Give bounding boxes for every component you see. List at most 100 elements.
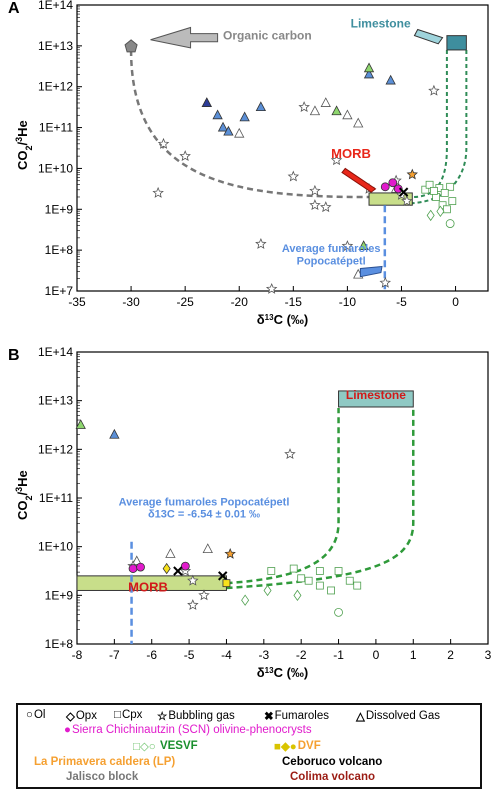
legend-lp: La Primavera caldera (LP) <box>34 756 176 768</box>
data-point <box>152 186 164 198</box>
data-point <box>187 574 199 586</box>
x-tick-label: -8 <box>72 648 83 662</box>
y-tick-label: 1E+13 <box>38 394 73 408</box>
legend-bubbling: ☆ Bubbling gas <box>157 710 235 723</box>
y-tick-label: 1E+9 <box>45 588 74 602</box>
data-point <box>385 74 396 85</box>
morb-label: MORB <box>128 579 168 594</box>
fumaroles-label-2: Popocatépetl <box>297 255 366 267</box>
x-tick-label: -2 <box>296 648 307 662</box>
data-point <box>428 84 440 96</box>
data-point <box>239 111 250 122</box>
data-point <box>201 97 212 107</box>
data-point <box>222 579 231 588</box>
limestone-label: Limestone <box>351 16 411 30</box>
data-point <box>442 205 451 214</box>
x-tick-label: -3 <box>258 648 269 662</box>
y-tick-label: 1E+14 <box>38 0 73 12</box>
x-tick-label: 0 <box>452 295 459 309</box>
x-axis-label: δ13C (‰) <box>257 665 308 680</box>
data-point <box>224 547 236 559</box>
x-tick-label: -35 <box>68 295 86 309</box>
square-icon: □ <box>114 709 121 721</box>
data-point <box>436 205 445 218</box>
data-point <box>180 561 190 571</box>
data-point <box>406 168 418 180</box>
legend-dvf: ■◆● DVF <box>274 740 321 753</box>
data-point <box>217 121 229 132</box>
y-tick-label: 1E+8 <box>45 637 74 651</box>
legend-opx: ◇ Opx <box>66 710 97 723</box>
data-point <box>198 589 210 601</box>
x-tick-label: -5 <box>184 648 195 662</box>
data-point <box>379 276 391 288</box>
data-point <box>330 154 343 166</box>
x-tick-label: -5 <box>396 295 407 309</box>
filled-circle-icon: ● <box>64 724 71 736</box>
limestone-box <box>338 390 414 408</box>
panel-B: B -8 -7 -6 -5 -4 -3 -2 -1 0 1 2 3 1E+8 1E+9 1E+10 1E+11 1… <box>8 345 492 680</box>
data-point <box>363 68 375 79</box>
legend-colima: Colima volcano <box>290 771 375 783</box>
x-icon: ✖ <box>264 711 274 723</box>
data-point <box>320 97 331 107</box>
y-tick-label: 1E+8 <box>45 243 74 257</box>
data-point <box>388 178 398 188</box>
y-tick-label: 1E+13 <box>38 39 73 53</box>
data-point <box>202 543 213 553</box>
y-tick-label: 1E+14 <box>38 345 73 359</box>
legend-vesvf: □◇○ VESVF <box>133 740 198 753</box>
figure: A-35 -30 -25 -20 -15 -10 -5 01E+71E+81E+91E+101… <box>8 0 492 680</box>
data-point <box>309 184 321 196</box>
data-point <box>304 576 313 585</box>
data-point <box>345 576 354 585</box>
x-tick-label: -25 <box>176 295 194 309</box>
x-tick-label: 2 <box>447 648 454 662</box>
data-point <box>223 125 234 136</box>
organic-arrow <box>150 26 219 49</box>
data-point <box>75 419 86 429</box>
legend-fumaroles: ✖ Fumaroles <box>264 710 329 723</box>
fumaroles-label-1: Average fumaroles <box>282 243 381 255</box>
data-point <box>284 448 296 460</box>
data-point <box>440 189 449 197</box>
data-point <box>445 219 455 228</box>
data-point <box>255 237 267 249</box>
y-tick-label: 1E+10 <box>38 540 73 554</box>
morb-label: MORB <box>331 146 371 161</box>
x-tick-label: -7 <box>109 648 120 662</box>
data-point <box>309 105 321 116</box>
organic-label: Organic carbon <box>223 29 312 43</box>
legend-ol: ○ Ol <box>26 709 46 721</box>
data-point <box>187 599 199 610</box>
data-point <box>315 567 324 575</box>
data-point <box>287 170 300 182</box>
data-point <box>353 117 364 128</box>
data-point <box>363 62 375 73</box>
panel-A: A -35 -30 -25 -20 -15 -10 -5 0 1E+7 1E+8 1E+9 1E+10 1… <box>8 0 489 327</box>
dvf-symbols-icon: ■◆● <box>274 741 297 753</box>
data-point <box>448 197 457 206</box>
data-point <box>241 594 250 606</box>
fumaroles-arrow <box>359 265 383 278</box>
data-point <box>179 150 191 162</box>
data-point <box>320 201 332 213</box>
organic-carbon-marker <box>124 39 138 53</box>
data-point <box>398 187 409 197</box>
limestone-arrow <box>413 28 444 45</box>
panel-label: B <box>8 347 20 364</box>
limestone-curve-1 <box>226 407 340 585</box>
data-point <box>401 195 413 207</box>
data-point <box>157 137 170 149</box>
limestone-box <box>446 35 467 51</box>
data-point <box>255 101 267 112</box>
data-point <box>218 571 228 581</box>
organic-mixing-curve <box>129 49 370 199</box>
y-axis-label: CO2/3He <box>14 470 34 520</box>
y-tick-label: 1E+9 <box>45 202 74 216</box>
fumaroles-label-2: δ13C = -6.54 ± 0.01 ‰ <box>148 508 260 520</box>
circle-icon: ○ <box>26 709 33 721</box>
data-point <box>297 574 306 583</box>
data-point <box>109 428 120 439</box>
data-point <box>438 201 447 210</box>
